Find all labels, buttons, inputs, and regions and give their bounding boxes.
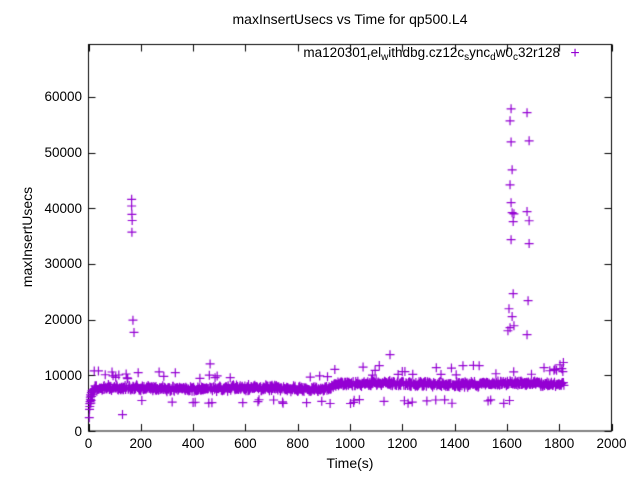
x-axis-label: Time(s) [326, 455, 374, 471]
chart-title: maxInsertUsecs vs Time for qp500.L4 [232, 11, 468, 27]
legend-label-text: w0 [495, 45, 513, 60]
legend-label-subscript: c [512, 52, 518, 64]
y-axis-label: maxInsertUsecs [19, 186, 35, 288]
legend-plus-marker: + [570, 45, 580, 62]
legend-label-text: ma120301 [303, 45, 368, 60]
legend-label-subscript: s [464, 52, 470, 64]
legend-label-text: ync [469, 45, 491, 60]
legend-label-text: ithdbg.cz12c [388, 45, 465, 60]
legend-label-subscript: w [381, 52, 389, 64]
legend-label-subscript: d [490, 52, 496, 64]
legend: ma120301relwithdbg.cz12csyncdw0c32r128 + [88, 44, 582, 64]
legend-label-subscript: r [367, 52, 371, 64]
legend-series-label: ma120301relwithdbg.cz12csyncdw0c32r128 [303, 45, 560, 64]
legend-label-text: el [370, 45, 382, 60]
legend-label-text: 32r128 [517, 45, 560, 60]
